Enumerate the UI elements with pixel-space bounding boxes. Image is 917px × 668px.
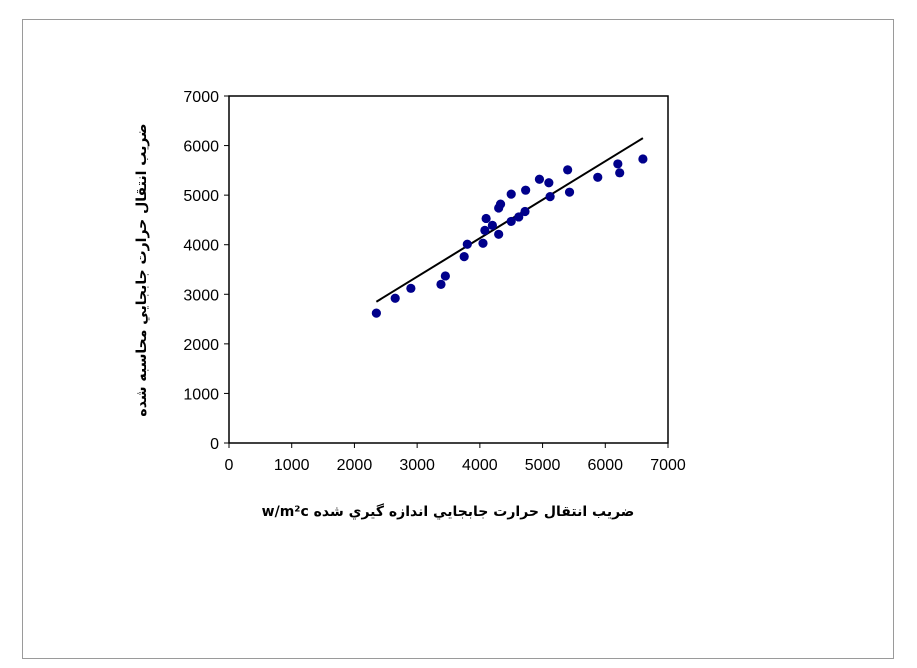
x-tick-label: 7000 [650, 457, 686, 474]
data-point [481, 213, 491, 224]
data-point [563, 165, 573, 175]
x-tick-label: 1000 [274, 457, 310, 474]
x-tick-label: 3000 [399, 457, 435, 474]
data-point [514, 212, 524, 222]
y-axis-title: ضريب انتقال حرارت جابجايي محاسبه شده [134, 123, 150, 416]
data-point [564, 187, 575, 197]
x-tick-label: 4000 [462, 457, 498, 474]
data-point [406, 283, 416, 293]
x-tick-label: 2000 [337, 457, 373, 474]
data-point [487, 220, 497, 230]
y-tick-label: 5000 [183, 188, 219, 205]
y-axis-ticks: 0 1000 2000 3000 4000 5000 6000 7000 [183, 89, 229, 453]
x-tick-label: 0 [225, 457, 234, 474]
data-point [494, 229, 504, 239]
x-axis-ticks: 0 1000 2000 3000 4000 5000 6000 7000 [225, 443, 686, 474]
data-point [390, 293, 400, 303]
data-point [436, 279, 446, 289]
y-tick-label: 1000 [183, 386, 219, 403]
data-point [478, 238, 488, 248]
data-point [534, 174, 545, 184]
data-point [480, 225, 490, 235]
data-point [440, 271, 450, 281]
data-point [506, 189, 516, 199]
chart-frame: 0 1000 2000 3000 4000 5000 6000 7000 0 1000 2000 3… [22, 19, 894, 659]
x-tick-label: 6000 [587, 457, 623, 474]
y-tick-label: 0 [210, 436, 219, 453]
plot-area [228, 95, 669, 444]
data-point [462, 239, 472, 249]
y-tick-label: 7000 [183, 89, 219, 106]
data-point [544, 178, 554, 188]
data-point [495, 199, 506, 209]
y-tick-label: 2000 [183, 337, 219, 354]
data-point [638, 154, 648, 164]
data-point [613, 159, 623, 169]
data-point [593, 172, 603, 182]
y-tick-label: 6000 [183, 139, 219, 156]
plot-border [228, 95, 669, 444]
data-point [459, 252, 469, 262]
y-tick-label: 4000 [183, 238, 219, 255]
data-point [506, 216, 516, 227]
x-axis-title: ضريب انتقال حرارت جابجايي اندازه گيري شد… [262, 503, 635, 521]
data-point [545, 192, 555, 202]
scatter-chart: 0 1000 2000 3000 4000 5000 6000 7000 0 1000 2000 3… [134, 89, 686, 521]
x-tick-label: 5000 [525, 457, 561, 474]
data-point [520, 206, 530, 217]
data-point [371, 308, 381, 318]
data-point [615, 168, 625, 178]
data-points [371, 154, 648, 318]
data-point [521, 185, 531, 195]
y-tick-label: 3000 [183, 287, 219, 304]
